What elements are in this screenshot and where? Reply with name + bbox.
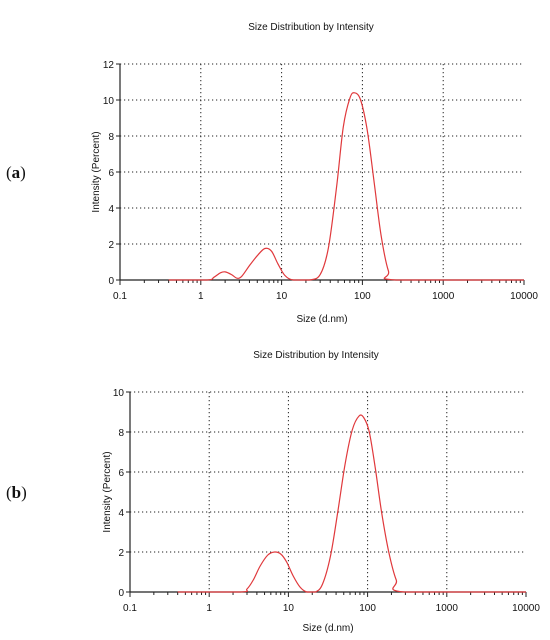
chart-a-x-tick-label: 10 [276,291,288,302]
chart-a-x-tick-label: 1 [198,291,204,302]
chart-a-y-tick-label: 0 [108,276,114,287]
chart-a-y-tick-label: 6 [108,168,114,179]
chart-b-y-tick-label: 0 [118,588,124,599]
chart-b-y-tick-label: 8 [118,428,124,439]
panel-a-label: (a) [6,163,26,182]
chart-a-y-tick-label: 4 [108,204,114,215]
chart-a-y-tick-label: 12 [103,60,115,71]
chart-b-title: Size Distribution by Intensity [253,350,379,361]
chart-b-x-tick-label: 100 [359,603,376,614]
chart-b-y-axis-label: Intensity (Percent) [102,451,113,532]
chart-a-x-axis-label: Size (d.nm) [296,314,347,325]
chart-b-y-tick-label: 2 [118,548,124,559]
chart-b-plot: 0.1 1 10 100 1000 10000 0 2 4 6 8 10 [113,388,540,614]
chart-b-series-line [177,414,526,593]
chart-b-x-tick-label: 10 [283,603,295,614]
chart-a-x-tick-label: 10000 [510,291,538,302]
chart-a-y-tick-label: 8 [108,132,114,143]
chart-b-x-tick-label: 0.1 [123,603,137,614]
chart-a-series-line [168,92,524,281]
chart-a-y-tick-label: 10 [103,96,115,107]
panel-a-letter: a [12,163,21,182]
chart-b-y-tick-label: 4 [118,508,124,519]
chart-a-x-tick-label: 0.1 [113,291,127,302]
chart-a-y-tick-label: 2 [108,240,114,251]
chart-b-y-tick-label: 10 [113,388,125,399]
panel-b-letter: b [12,483,21,502]
chart-b-x-tick-label: 1 [206,603,212,614]
panel-b-label: (b) [6,483,27,502]
chart-a-y-axis-label: Intensity (Percent) [91,131,102,212]
chart-b-y-tick-label: 6 [118,468,124,479]
chart-a-x-tick-label: 1000 [432,291,455,302]
chart-panel-a: (a) Size Distribution by Intensity Size … [6,22,538,325]
chart-b-x-axis-label: Size (d.nm) [302,623,353,634]
chart-panel-b: (b) Size Distribution by Intensity Size … [6,350,540,634]
chart-b-x-tick-label: 10000 [512,603,540,614]
chart-b-x-tick-label: 1000 [436,603,459,614]
chart-a-x-tick-label: 100 [354,291,371,302]
chart-a-plot: 0.1 1 10 100 1000 10000 0 2 4 6 8 10 12 [103,60,538,302]
chart-a-title: Size Distribution by Intensity [248,22,374,33]
